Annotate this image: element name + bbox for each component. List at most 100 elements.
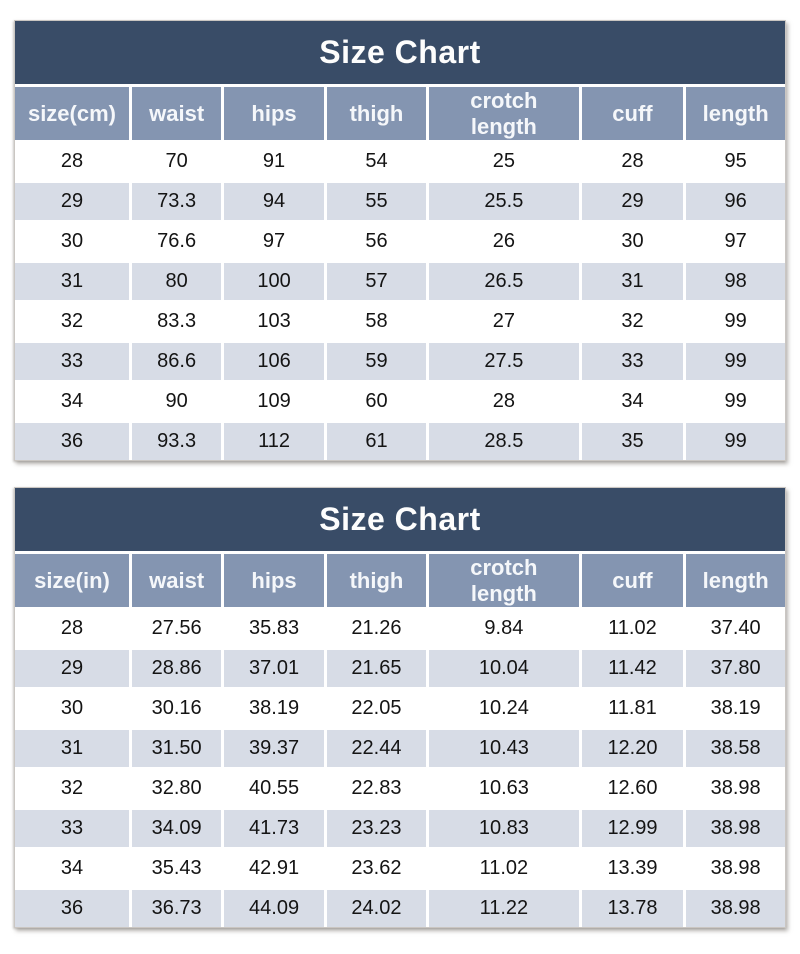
table-title: Size Chart [15,488,785,551]
column-header-label: size(in) [34,567,110,593]
table-row: 32 32.80 40.55 22.83 10.63 12.60 38.98 [15,767,785,807]
table-cell: 95 [683,140,785,180]
table-cell: 103 [221,300,324,340]
table-cell: 29 [578,180,684,220]
table-cell: 80 [128,260,222,300]
table-cell: 98 [683,260,785,300]
table-cell: 33 [15,807,129,847]
table-cell: 34 [578,380,684,420]
table-cell: 11.22 [426,887,579,927]
table-title: Size Chart [15,21,785,84]
table-cell: 30.16 [128,687,222,727]
table-cell: 30 [15,687,129,727]
table-cell: 38.98 [683,887,785,927]
table-cell: 22.05 [323,687,427,727]
table-cell: 25.5 [426,180,579,220]
table-cell: 27.56 [128,607,222,647]
table-row: 34 35.43 42.91 23.62 11.02 13.39 38.98 [15,847,785,887]
table-cell: 23.23 [323,807,427,847]
table-row: 36 93.3 112 61 28.5 35 99 [15,420,785,460]
column-header-label: thigh [349,100,404,126]
table-cell: 27.5 [426,340,579,380]
table-cell: 11.81 [578,687,684,727]
column-header-label: crotch length [470,87,538,139]
table-cell: 41.73 [221,807,324,847]
table-cell: 33 [578,340,684,380]
header-row: size(cm) waist hips thigh crotch length cuff l… [15,87,785,140]
table-cell: 30 [15,220,129,260]
table-row: 30 76.6 97 56 26 30 97 [15,220,785,260]
table-cell: 10.04 [426,647,579,687]
table-cell: 26 [426,220,579,260]
table-cell: 37.80 [683,647,785,687]
table-cell: 57 [323,260,427,300]
table-cell: 28 [426,380,579,420]
table-cell: 27 [426,300,579,340]
table-cell: 34 [15,380,129,420]
table-cell: 37.01 [221,647,324,687]
column-header-label: waist [149,567,205,593]
column-header-label: cuff [612,567,653,593]
table-cell: 29 [15,180,129,220]
table-cell: 97 [221,220,324,260]
table-cell: 38.98 [683,767,785,807]
table-cell: 59 [323,340,427,380]
column-header-crotch-length: crotch length [426,87,579,140]
table-cell: 13.39 [578,847,684,887]
column-header-crotch-length: crotch length [426,554,579,607]
column-header-length: length [683,87,785,140]
table-cell: 10.24 [426,687,579,727]
column-header-label: crotch length [470,554,538,606]
table-cell: 12.20 [578,727,684,767]
table-cell: 31.50 [128,727,222,767]
table-cell: 28.86 [128,647,222,687]
column-header-thigh: thigh [323,87,427,140]
table-cell: 90 [128,380,222,420]
column-header-size-in-: size(in) [15,554,129,607]
table-cell: 32 [15,767,129,807]
table-cell: 25 [426,140,579,180]
table-cell: 31 [15,727,129,767]
table-row: 28 27.56 35.83 21.26 9.84 11.02 37.40 [15,607,785,647]
table-cell: 21.26 [323,607,427,647]
table-cell: 12.99 [578,807,684,847]
table-cell: 26.5 [426,260,579,300]
table-cell: 55 [323,180,427,220]
table-cell: 34.09 [128,807,222,847]
table-cell: 36.73 [128,887,222,927]
column-header-label: hips [251,567,297,593]
table-row: 30 30.16 38.19 22.05 10.24 11.81 38.19 [15,687,785,727]
table-cell: 11.02 [578,607,684,647]
table-cell: 109 [221,380,324,420]
size-chart-cm: Size Chart size(cm) waist hips thigh crotch … [14,20,786,461]
table-cell: 99 [683,420,785,460]
table-row: 34 90 109 60 28 34 99 [15,380,785,420]
table-cell: 36 [15,420,129,460]
column-header-label: waist [149,100,205,126]
table-cell: 34 [15,847,129,887]
column-header-label: hips [251,100,297,126]
table-cell: 22.44 [323,727,427,767]
table-cell: 10.63 [426,767,579,807]
table-row: 31 31.50 39.37 22.44 10.43 12.20 38.58 [15,727,785,767]
table-cell: 32.80 [128,767,222,807]
table-cell: 83.3 [128,300,222,340]
table-cell: 61 [323,420,427,460]
table-cell: 38.98 [683,847,785,887]
table-cell: 11.42 [578,647,684,687]
column-header-cuff: cuff [578,554,684,607]
table-cell: 86.6 [128,340,222,380]
table-cell: 38.98 [683,807,785,847]
table-cell: 35 [578,420,684,460]
table-cell: 30 [578,220,684,260]
table-cell: 31 [15,260,129,300]
table-cell: 21.65 [323,647,427,687]
column-header-waist: waist [128,87,222,140]
table-row: 32 83.3 103 58 27 32 99 [15,300,785,340]
column-header-length: length [683,554,785,607]
table-cell: 40.55 [221,767,324,807]
table-cell: 32 [578,300,684,340]
table-cell: 29 [15,647,129,687]
table-cell: 28.5 [426,420,579,460]
